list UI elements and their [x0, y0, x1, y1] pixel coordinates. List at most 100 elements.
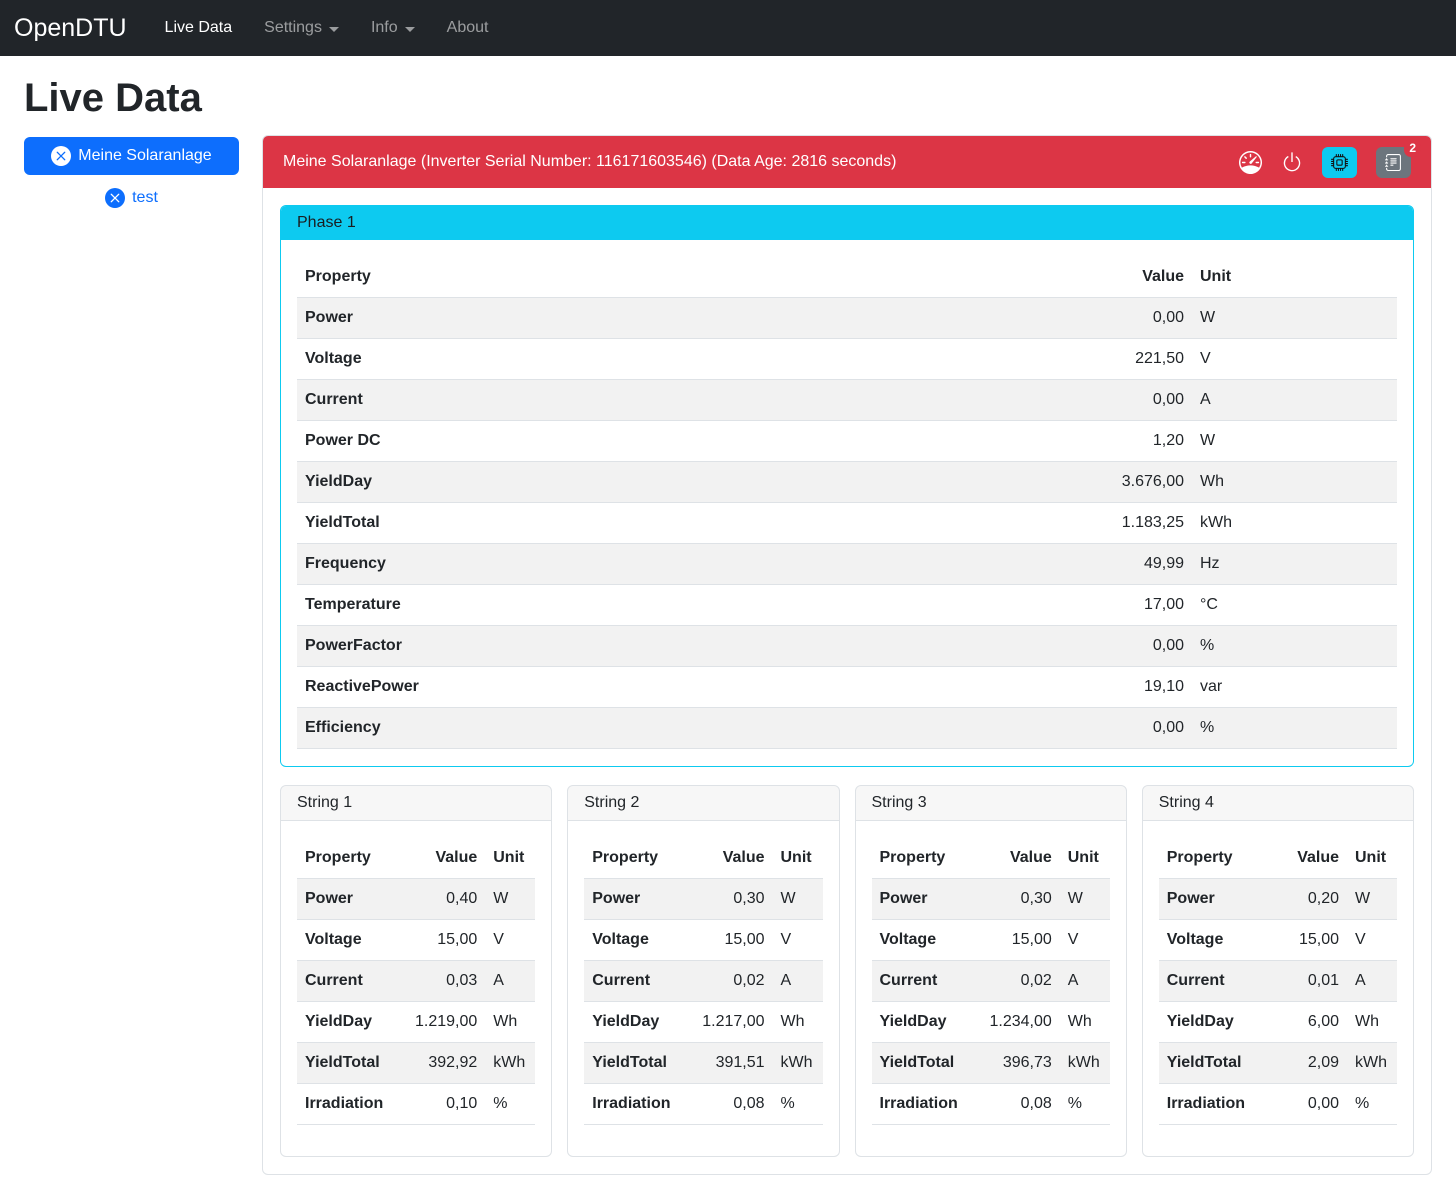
inverter-button-label: test	[132, 189, 158, 206]
value-cell: 392,92	[393, 1042, 486, 1084]
value-cell: 19,10	[1100, 666, 1192, 708]
string-card-1: String 1 Property Value Unit Power 0,40 W V…	[280, 785, 553, 1157]
unit-cell: kWh	[1347, 1042, 1397, 1084]
unit-cell: V	[1347, 919, 1397, 961]
table-row: YieldDay 6,00 Wh	[1158, 1001, 1397, 1043]
property-cell: Frequency	[297, 543, 1100, 585]
cpu-icon	[1331, 153, 1348, 171]
content-row: Meine Solaranlage test Meine Solaranlage…	[0, 135, 1456, 1185]
inverter-button-test[interactable]: test	[97, 186, 166, 210]
table-row: YieldDay 1.234,00 Wh	[871, 1001, 1110, 1043]
device-info-button[interactable]	[1322, 146, 1357, 178]
string-card-body: Property Value Unit Power 0,40 W Voltage 15,…	[281, 821, 551, 1156]
table-row: Irradiation 0,00%	[1158, 1083, 1397, 1125]
value-cell: 3.676,00	[1100, 461, 1192, 503]
table-row: Current 0,01 A	[1158, 960, 1397, 1002]
property-cell: ReactivePower	[297, 666, 1100, 708]
property-cell: Voltage	[584, 919, 681, 961]
column-header-value: Value	[393, 838, 486, 879]
unit-cell: A	[772, 960, 823, 1002]
column-header-unit: Unit	[485, 838, 536, 879]
table-header-row: Property Value Unit	[1158, 838, 1397, 879]
power-button[interactable]	[1281, 151, 1303, 173]
table-row: Power 0,30 W	[584, 878, 823, 920]
table-row: Current 0,03 A	[297, 960, 536, 1002]
unit-cell: Wh	[772, 1001, 823, 1043]
inverter-button-meine-solaranlage[interactable]: Meine Solaranlage	[24, 137, 239, 175]
value-cell: 1.219,00	[393, 1001, 486, 1043]
unit-cell: %	[772, 1083, 823, 1125]
unit-cell: %	[485, 1083, 536, 1125]
unit-cell: %	[1192, 625, 1397, 667]
phase-card-header: Phase 1	[281, 206, 1413, 240]
string-table: Property Value Unit Power 0,30 W Voltage 15,…	[871, 838, 1110, 1125]
unit-cell: Wh	[1059, 1001, 1110, 1043]
table-row: Frequency 49,99 Hz	[297, 543, 1397, 585]
string-table: Property Value Unit Power 0,20 W Voltage 15,…	[1158, 838, 1397, 1125]
unit-cell: %	[1347, 1083, 1397, 1125]
nav-item-settings-label: Settings	[264, 19, 322, 36]
event-log-button[interactable]: 2	[1376, 138, 1421, 178]
inverter-card-header: Meine Solaranlage (Inverter Serial Numbe…	[263, 136, 1431, 188]
table-row: Irradiation 0,08%	[584, 1083, 823, 1125]
value-cell: 0,30	[967, 878, 1060, 920]
nav-item-info[interactable]: Info	[355, 11, 431, 45]
value-cell: 0,00	[1100, 379, 1192, 421]
table-row: YieldTotal 391,51 kWh	[584, 1042, 823, 1084]
table-row: YieldDay 1.217,00 Wh	[584, 1001, 823, 1043]
value-cell: 0,20	[1255, 878, 1347, 920]
table-row: Voltage 15,00 V	[871, 919, 1110, 961]
column-header-value: Value	[1100, 257, 1192, 298]
string-table: Property Value Unit Power 0,30 W Voltage 15,…	[584, 838, 823, 1125]
string-card-header: String 3	[855, 786, 1126, 821]
string-card-header: String 2	[568, 786, 839, 821]
limit-settings-button[interactable]	[1239, 150, 1262, 174]
unit-cell: V	[1059, 919, 1110, 961]
unit-cell: Wh	[485, 1001, 536, 1043]
nav-item-live-data[interactable]: Live Data	[164, 19, 233, 36]
unit-cell: kWh	[1192, 502, 1397, 544]
unit-cell: kWh	[485, 1042, 536, 1084]
unit-cell: Wh	[1192, 461, 1397, 503]
value-cell: 221,50	[1100, 338, 1192, 380]
property-cell: YieldDay	[297, 1001, 394, 1043]
property-cell: YieldDay	[1158, 1001, 1255, 1043]
brand-opendtu[interactable]: OpenDTU	[14, 13, 127, 42]
property-cell: YieldTotal	[297, 1042, 394, 1084]
value-cell: 0,00	[1100, 297, 1192, 339]
value-cell: 1,20	[1100, 420, 1192, 462]
table-row: Power 0,30 W	[871, 878, 1110, 920]
unit-cell: W	[1192, 420, 1397, 462]
unit-cell: W	[1192, 297, 1397, 339]
speedometer-icon	[1239, 150, 1262, 174]
value-cell: 15,00	[1255, 919, 1347, 961]
value-cell: 2,09	[1255, 1042, 1347, 1084]
value-cell: 1.234,00	[967, 1001, 1060, 1043]
property-cell: Voltage	[297, 919, 394, 961]
string-card-4: String 4 Property Value Unit Power 0,20 W V…	[1141, 785, 1414, 1157]
column-header-property: Property	[584, 838, 681, 879]
property-cell: YieldDay	[297, 461, 1100, 503]
table-row: Irradiation 0,10%	[297, 1083, 536, 1125]
navbar-nav: Live Data Settings Info About	[149, 11, 505, 45]
value-cell: 0,00	[1100, 625, 1192, 667]
table-header-row: Property Value Unit	[584, 838, 823, 879]
property-cell: Current	[297, 379, 1100, 421]
string-card-body: Property Value Unit Power 0,30 W Voltage 15,…	[568, 821, 838, 1156]
property-cell: Efficiency	[297, 707, 1100, 749]
value-cell: 0,02	[680, 960, 773, 1002]
column-header-value: Value	[1255, 838, 1347, 879]
unit-cell: V	[1192, 338, 1397, 380]
journal-text-icon	[1385, 153, 1402, 171]
column-header-property: Property	[871, 838, 968, 879]
table-header-row: Property Value Unit	[871, 838, 1110, 879]
column-header-unit: Unit	[1347, 838, 1397, 879]
unit-cell: %	[1192, 707, 1397, 749]
nav-item-about[interactable]: About	[446, 19, 489, 36]
table-row: PowerFactor 0,00%	[297, 625, 1397, 667]
string-card-2: String 2 Property Value Unit Power 0,30 W V…	[567, 785, 840, 1157]
unit-cell: W	[1347, 878, 1397, 920]
property-cell: Voltage	[1158, 919, 1255, 961]
nav-item-settings[interactable]: Settings	[248, 11, 355, 45]
navbar: OpenDTU Live Data Settings Info About	[0, 0, 1456, 56]
